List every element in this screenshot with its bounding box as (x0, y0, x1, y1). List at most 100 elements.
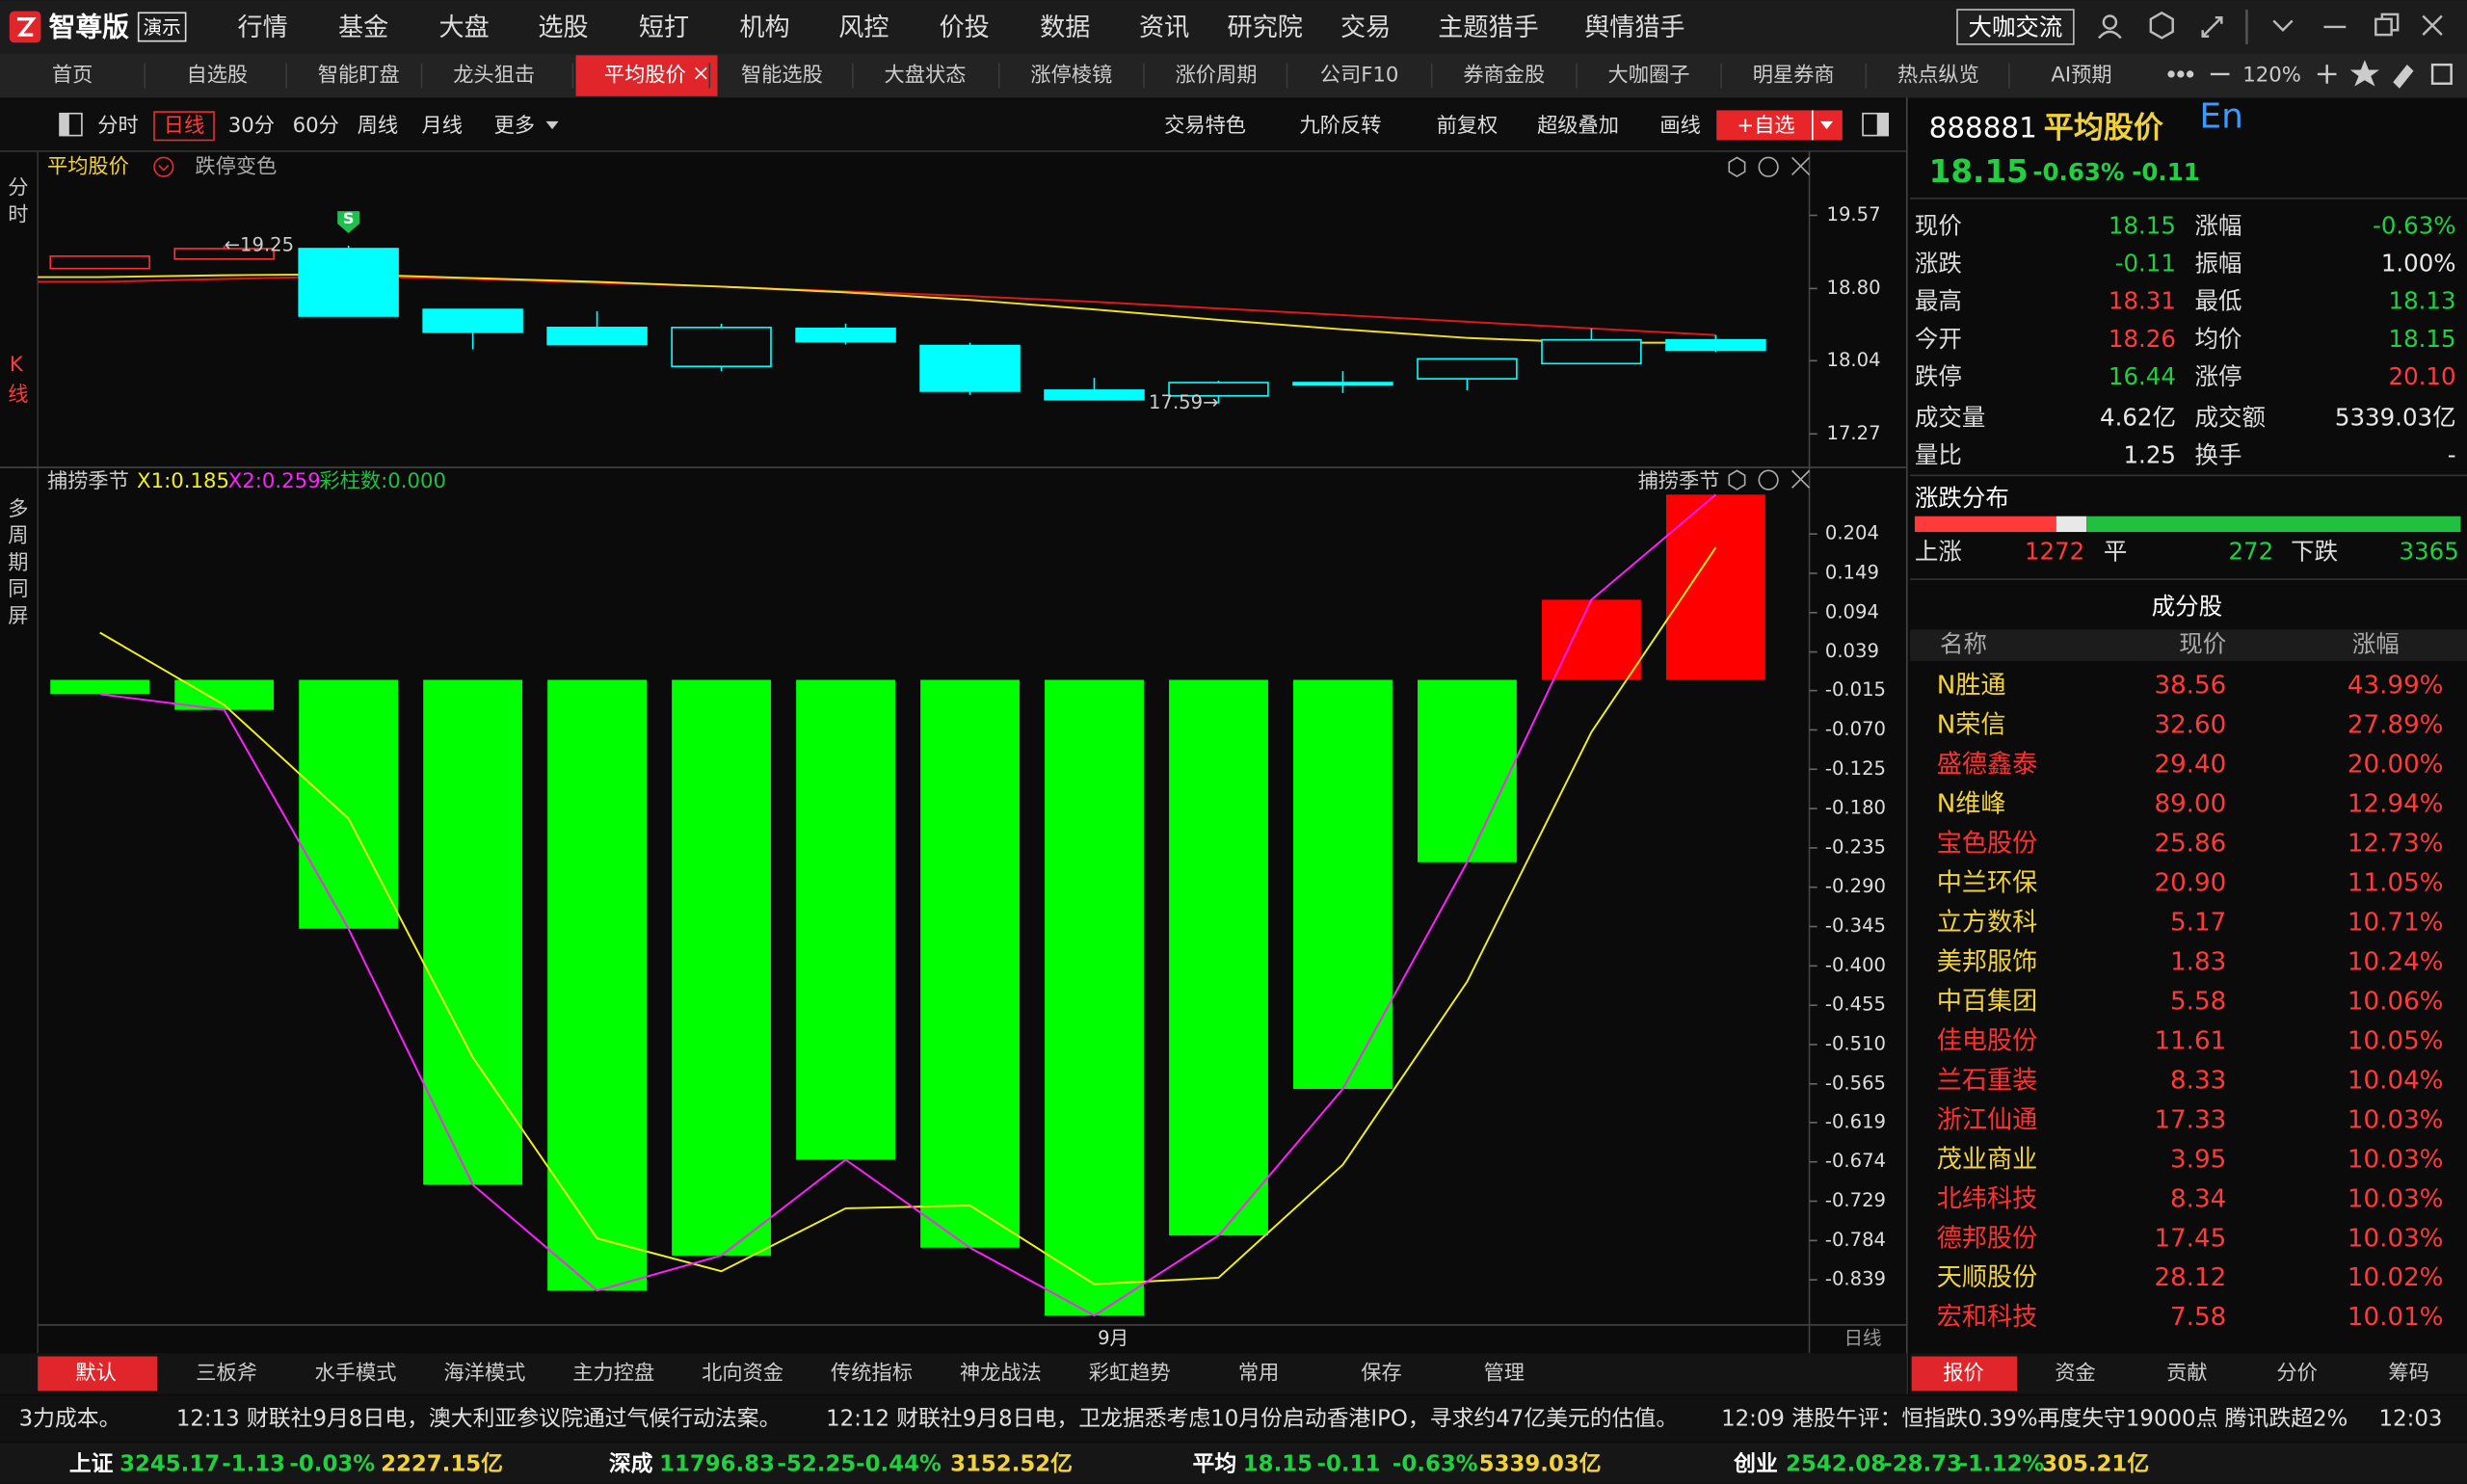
tab[interactable]: 券商金股 (1463, 64, 1545, 88)
tab[interactable]: 大咖圈子 (1608, 64, 1690, 88)
side-tab[interactable]: 分时 (4, 176, 28, 230)
news-item[interactable]: 12:09 港股午评：恒指跌0.39%再度失守19000点 腾讯跌超2% (1721, 1406, 2348, 1431)
stock-name[interactable]: 美邦服饰 (1937, 947, 2037, 976)
panel-tab[interactable]: 贡献 (2166, 1362, 2207, 1386)
tool[interactable]: 交易特色 (1164, 114, 1246, 138)
stock-name[interactable]: 德邦股份 (1937, 1224, 2037, 1253)
stock-name[interactable]: 中兰环保 (1937, 868, 2037, 897)
tab[interactable]: 平均股价 (604, 64, 686, 88)
y-tick-label: -0.619 (1825, 1110, 1886, 1132)
news-item[interactable]: 3力成本。 (19, 1406, 121, 1431)
tab[interactable]: 明星券商 (1753, 64, 1835, 88)
tab[interactable]: AI预期 (2051, 64, 2111, 88)
period[interactable]: 月线 (422, 114, 463, 138)
news-item[interactable]: 12:13 财联社9月8日电，澳大利亚参议院通过气候行动法案。 (176, 1406, 782, 1431)
menu-item[interactable]: 资讯 (1139, 13, 1189, 42)
tab[interactable]: 热点纵览 (1897, 64, 1979, 88)
indicator-tab[interactable]: 北向资金 (702, 1362, 783, 1386)
tab[interactable]: 自选股 (186, 64, 248, 88)
side-tab[interactable]: 多周期同屏 (4, 497, 28, 631)
tool[interactable]: 超级叠加 (1537, 114, 1619, 138)
stock-name[interactable]: 茂业商业 (1937, 1145, 2037, 1174)
menu-item[interactable]: 选股 (538, 13, 588, 42)
menu-item[interactable]: 舆情猎手 (1584, 13, 1684, 42)
badge: 演示 (144, 16, 181, 39)
tab[interactable]: 涨价周期 (1176, 64, 1258, 88)
indicator-tab[interactable]: 三板斧 (196, 1362, 257, 1386)
stock-name[interactable]: 宏和科技 (1937, 1303, 2037, 1332)
stock-name[interactable]: N维峰 (1937, 789, 2006, 818)
indicator-tab[interactable]: 海洋模式 (443, 1362, 525, 1386)
tab[interactable]: 龙头狙击 (453, 64, 535, 88)
panel-tab[interactable]: 报价 (1943, 1362, 1983, 1386)
stock-name[interactable]: 佳电股份 (1937, 1026, 2037, 1055)
stock-name[interactable]: 宝色股份 (1937, 829, 2037, 858)
tool[interactable]: 九阶反转 (1300, 114, 1382, 138)
menu-item[interactable]: 数据 (1040, 13, 1090, 42)
menu-item[interactable]: 研究院 (1227, 13, 1302, 42)
chart-toggle[interactable]: 跌停变色 (195, 154, 277, 178)
tool[interactable]: 前复权 (1437, 114, 1499, 138)
tab[interactable]: 智能选股 (741, 64, 823, 88)
tab-close[interactable] (695, 66, 707, 80)
indicator-tab[interactable]: 主力控盘 (572, 1362, 654, 1386)
menu-item[interactable]: 交易 (1340, 13, 1391, 42)
stock-name[interactable]: 盛德鑫泰 (1937, 751, 2037, 780)
period[interactable]: 分时 (97, 114, 138, 138)
indicator-tab[interactable]: 保存 (1361, 1362, 1401, 1386)
period[interactable]: 更多 (494, 114, 535, 138)
indicator-tab[interactable]: 常用 (1238, 1362, 1279, 1386)
indicator-tab[interactable]: 彩虹趋势 (1089, 1362, 1171, 1386)
stock-name[interactable]: 天顺股份 (1937, 1263, 2037, 1292)
stock-name[interactable]: 立方数科 (1937, 908, 2037, 937)
news-item[interactable]: 12:12 财联社9月8日电，卫龙据悉考虑10月份启动香港IPO，寻求约47亿美… (826, 1406, 1678, 1431)
panel-tab[interactable]: 筹码 (2388, 1362, 2428, 1386)
panel-tab[interactable]: 分价 (2276, 1362, 2317, 1386)
period[interactable]: 60分 (293, 114, 339, 138)
indicator-tab[interactable]: 管理 (1484, 1362, 1525, 1386)
indicator-tab[interactable]: 默认 (75, 1362, 116, 1386)
period[interactable]: 日线 (164, 114, 204, 138)
period[interactable]: 30分 (228, 114, 275, 138)
menu-item[interactable]: 机构 (739, 13, 789, 42)
button-box[interactable] (1956, 9, 2075, 45)
stock-name[interactable]: N荣信 (1937, 711, 2006, 740)
tab[interactable]: 智能盯盘 (318, 64, 400, 88)
tab[interactable]: 大盘状态 (885, 64, 967, 88)
add-watch-button[interactable] (1716, 110, 1843, 141)
tool[interactable]: +自选 (1737, 114, 1794, 138)
menu-item[interactable]: 基金 (338, 13, 388, 42)
tool[interactable]: 画线 (1659, 114, 1700, 138)
stock-name[interactable]: 中百集团 (1937, 987, 2037, 1016)
stock-price: 17.45 (2154, 1224, 2226, 1253)
indicator-tab-bar (0, 1353, 1907, 1394)
menu-item[interactable]: 风控 (838, 13, 889, 42)
moving-average (38, 273, 1716, 344)
stock-name[interactable]: 浙江仙通 (1937, 1105, 2037, 1134)
stock-name[interactable]: 兰石重装 (1937, 1066, 2037, 1095)
stock-name[interactable]: N胜通 (1937, 672, 2006, 701)
menu-item[interactable]: 行情 (238, 13, 288, 42)
menu-item[interactable]: 大盘 (439, 13, 490, 42)
quote-value: 18.31 (2109, 287, 2176, 315)
tab[interactable]: 涨停棱镜 (1030, 64, 1112, 88)
stock-name[interactable]: 北纬科技 (1937, 1184, 2037, 1213)
menu-button[interactable]: 大咖交流 (1968, 13, 2062, 41)
moving-average (38, 275, 1716, 336)
period[interactable]: 周线 (358, 114, 398, 138)
tab[interactable]: 首页 (52, 64, 93, 88)
indicator-tab[interactable]: 传统指标 (831, 1362, 913, 1386)
side-tab[interactable]: K线 (4, 353, 28, 410)
menu-item[interactable]: 主题猎手 (1438, 13, 1538, 42)
menu-item[interactable]: 短打 (639, 13, 689, 42)
panel-tab[interactable]: 资金 (2055, 1362, 2095, 1386)
indicator-tab[interactable]: 神龙战法 (960, 1362, 1042, 1386)
indicator-tab[interactable]: 水手模式 (315, 1362, 397, 1386)
legend-entry: X2:0.259 (228, 469, 321, 493)
badge-box (137, 12, 187, 42)
news-item[interactable]: 12:03 (2379, 1406, 2443, 1431)
menu-item[interactable]: 价投 (940, 13, 990, 42)
tab[interactable]: 公司F10 (1320, 64, 1399, 88)
breadth-value: 272 (2228, 537, 2273, 565)
bar (50, 679, 150, 695)
